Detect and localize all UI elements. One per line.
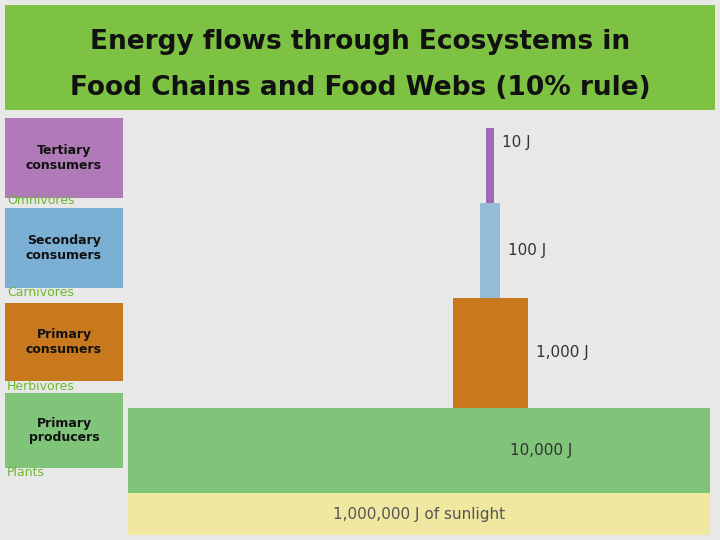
Text: 1,000,000 J of sunlight: 1,000,000 J of sunlight [333,507,505,522]
FancyBboxPatch shape [486,128,494,203]
FancyBboxPatch shape [480,203,500,298]
Text: Tertiary
consumers: Tertiary consumers [26,144,102,172]
FancyBboxPatch shape [5,118,123,198]
Text: 10,000 J: 10,000 J [510,443,572,458]
FancyBboxPatch shape [5,303,123,381]
Text: Food Chains and Food Webs (10% rule): Food Chains and Food Webs (10% rule) [70,75,650,101]
FancyBboxPatch shape [5,5,715,110]
Text: 1,000 J: 1,000 J [536,346,588,361]
Text: Omnivores: Omnivores [7,193,74,206]
FancyBboxPatch shape [5,393,123,468]
Text: Primary
consumers: Primary consumers [26,328,102,356]
Text: Carnivores: Carnivores [7,287,74,300]
FancyBboxPatch shape [128,493,710,535]
Text: Energy flows through Ecosystems in: Energy flows through Ecosystems in [90,29,630,55]
FancyBboxPatch shape [452,298,528,408]
FancyBboxPatch shape [128,408,710,493]
Text: Primary
producers: Primary producers [29,416,99,444]
Text: Plants: Plants [7,467,45,480]
Text: Secondary
consumers: Secondary consumers [26,234,102,262]
Text: 100 J: 100 J [508,243,546,258]
Text: 10 J: 10 J [502,136,531,151]
FancyBboxPatch shape [5,208,123,288]
Text: Herbivores: Herbivores [7,380,75,393]
